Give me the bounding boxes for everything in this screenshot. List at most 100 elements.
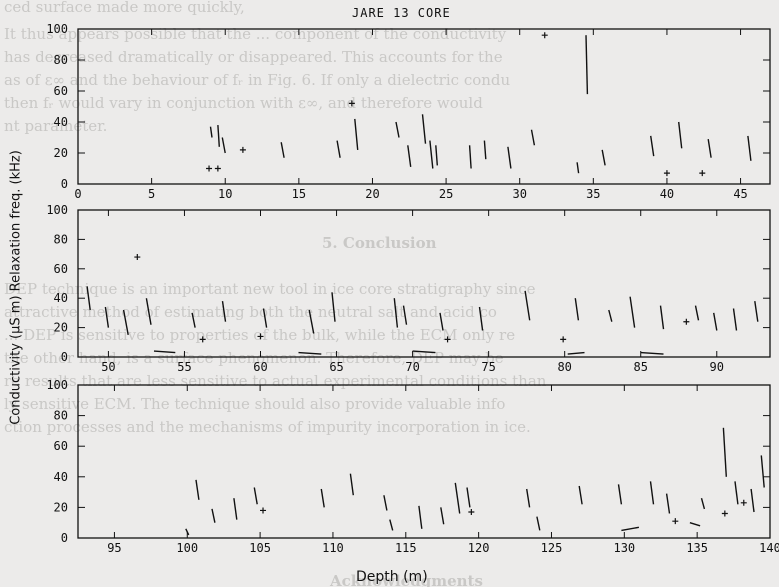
data-segment	[574, 298, 580, 321]
data-segment	[601, 149, 606, 166]
x-tick-label: 70	[405, 360, 419, 374]
data-segment	[507, 146, 512, 169]
data-segment	[468, 145, 472, 169]
data-segment	[713, 312, 718, 331]
data-point	[740, 499, 747, 506]
y-tick-label: 100	[46, 203, 68, 217]
data-point	[468, 508, 475, 515]
data-segment	[707, 138, 712, 158]
data-segment	[407, 145, 412, 167]
x-tick-label: 5	[148, 187, 155, 201]
panel-frame	[77, 384, 771, 539]
x-tick-label: 35	[586, 187, 600, 201]
x-tick-label: 80	[557, 360, 571, 374]
x-tick-label: 30	[512, 187, 526, 201]
data-segment	[750, 488, 755, 513]
data-segment	[640, 351, 664, 355]
data-segment	[439, 312, 444, 331]
data-segment	[354, 118, 359, 150]
x-tick-label: 60	[253, 360, 267, 374]
data-segment	[429, 140, 434, 169]
x-tick-label: 95	[107, 541, 121, 555]
data-segment	[104, 306, 110, 328]
y-tick-label: 40	[54, 115, 68, 129]
y-tick-label: 20	[54, 321, 68, 335]
data-point	[683, 318, 690, 325]
data-segment	[665, 493, 671, 514]
data-segment	[478, 306, 484, 331]
data-point	[348, 100, 355, 107]
data-segment	[145, 298, 152, 325]
data-segment	[722, 427, 727, 477]
y-tick-label: 100	[46, 22, 68, 36]
y-tick-label: 60	[54, 439, 68, 453]
data-segment	[732, 308, 738, 331]
data-segment	[320, 488, 325, 508]
data-segment	[578, 485, 583, 505]
x-tick-label: 10	[218, 187, 232, 201]
data-segment	[650, 135, 655, 157]
panel-frame	[77, 209, 771, 358]
data-segment	[526, 488, 531, 508]
y-tick-label: 0	[61, 531, 68, 545]
data-segment	[576, 162, 580, 174]
y-tick-label: 80	[54, 232, 68, 246]
x-tick-label: 90	[710, 360, 724, 374]
x-tick-label: 115	[395, 541, 417, 555]
x-axis-label: Depth (m)	[356, 569, 428, 585]
data-segment	[86, 286, 91, 311]
data-point	[721, 510, 728, 517]
data-segment	[694, 305, 700, 321]
data-point	[260, 507, 267, 514]
x-tick-label: 55	[177, 360, 191, 374]
data-segment	[608, 309, 613, 322]
data-point	[214, 165, 221, 172]
y-tick-label: 0	[61, 350, 68, 364]
data-point	[699, 170, 706, 177]
data-point	[134, 254, 141, 261]
y-tick-label: 40	[54, 291, 68, 305]
data-segment	[567, 351, 585, 355]
x-tick-label: 140	[759, 541, 779, 555]
data-segment	[209, 126, 213, 138]
x-tick-label: 25	[439, 187, 453, 201]
x-tick-label: 65	[329, 360, 343, 374]
data-segment	[253, 487, 258, 505]
data-segment	[233, 498, 238, 520]
x-tick-label: 20	[365, 187, 379, 201]
data-segment	[221, 137, 226, 154]
data-segment	[280, 142, 285, 158]
data-segment	[412, 350, 436, 354]
y-tick-label: 0	[61, 177, 68, 191]
x-tick-label: 105	[249, 541, 271, 555]
data-segment	[191, 312, 196, 328]
y-tick-label: 60	[54, 262, 68, 276]
data-segment	[483, 140, 487, 160]
data-segment	[454, 482, 461, 514]
x-tick-label: 125	[541, 541, 563, 555]
x-tick-label: 85	[633, 360, 647, 374]
data-point	[672, 518, 679, 525]
data-segment	[466, 487, 471, 508]
x-tick-label: 130	[613, 541, 635, 555]
data-segment	[585, 35, 589, 95]
data-segment	[689, 522, 701, 527]
data-point	[199, 336, 206, 343]
data-point	[560, 336, 567, 343]
data-segment	[617, 484, 623, 505]
data-segment	[221, 300, 227, 322]
data-segment	[122, 309, 129, 336]
data-segment	[530, 129, 536, 146]
data-segment	[418, 505, 423, 529]
data-segment	[536, 516, 541, 531]
data-segment	[734, 481, 739, 505]
data-segment	[629, 296, 636, 328]
data-segment	[524, 290, 531, 321]
data-segment	[383, 495, 388, 511]
data-segment	[700, 498, 706, 510]
panel-frame	[77, 28, 771, 185]
data-segment	[747, 135, 752, 161]
data-segment	[421, 114, 427, 144]
x-tick-label: 75	[481, 360, 495, 374]
